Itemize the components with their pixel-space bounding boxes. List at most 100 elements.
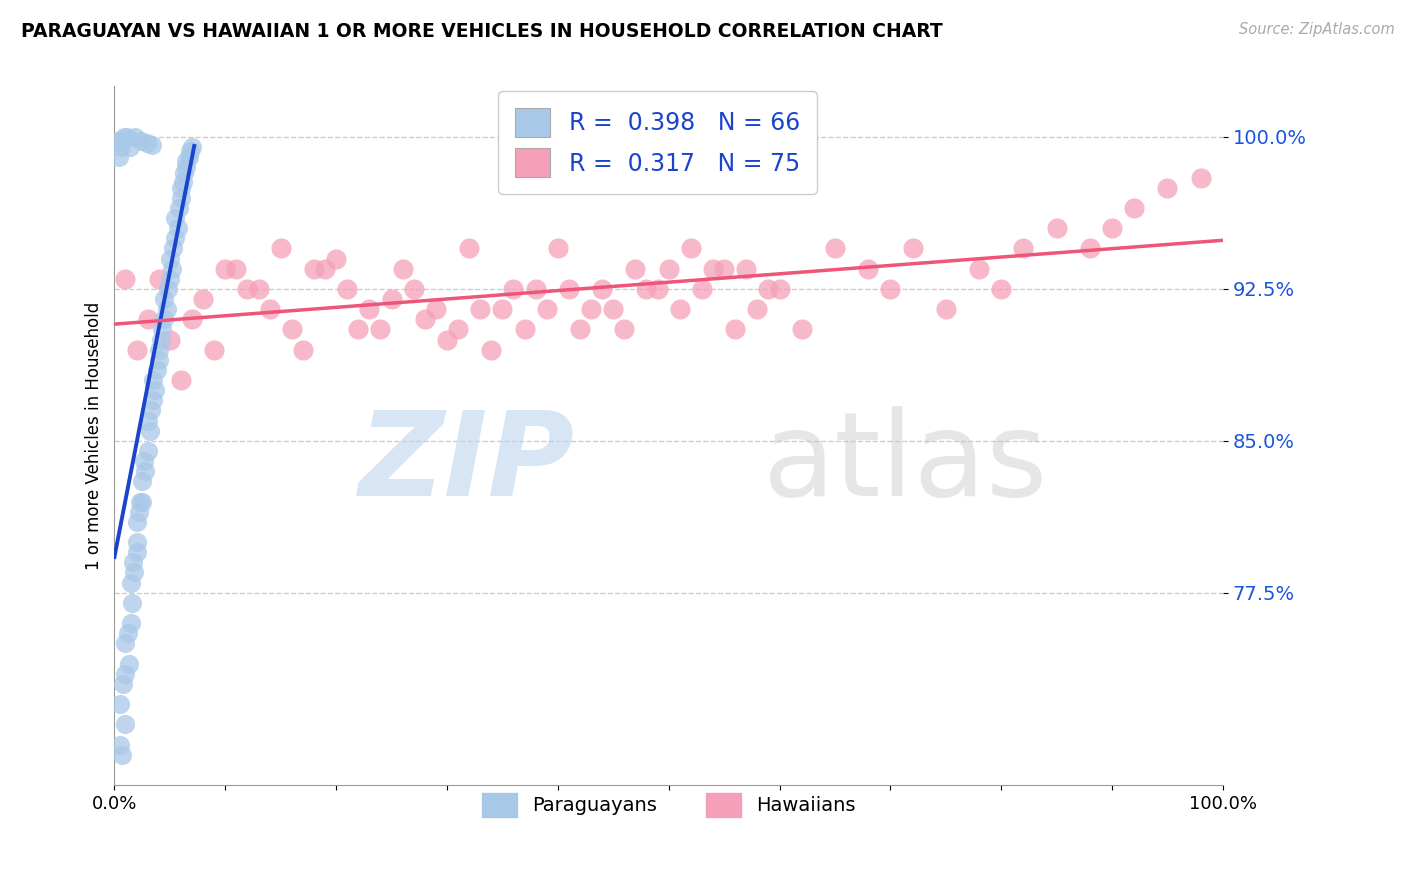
Point	[166, 221, 188, 235]
Point	[108, 738, 131, 752]
Point	[636, 282, 658, 296]
Text: PARAGUAYAN VS HAWAIIAN 1 OR MORE VEHICLES IN HOUSEHOLD CORRELATION CHART: PARAGUAYAN VS HAWAIIAN 1 OR MORE VEHICLE…	[21, 22, 943, 41]
Point	[247, 282, 270, 296]
Point	[1046, 221, 1069, 235]
Point	[758, 282, 780, 296]
Point	[790, 322, 813, 336]
Point	[491, 302, 513, 317]
Point	[170, 373, 193, 387]
Text: ZIP: ZIP	[359, 406, 575, 521]
Point	[236, 282, 259, 296]
Point	[176, 161, 198, 175]
Point	[128, 505, 150, 519]
Point	[118, 140, 141, 154]
Point	[536, 302, 558, 317]
Point	[145, 383, 167, 397]
Point	[145, 363, 167, 377]
Point	[134, 454, 156, 468]
Point	[1123, 201, 1146, 215]
Point	[547, 241, 569, 255]
Point	[690, 282, 713, 296]
Point	[125, 545, 148, 559]
Point	[148, 272, 170, 286]
Point	[159, 272, 181, 286]
Point	[160, 261, 183, 276]
Point	[110, 140, 132, 154]
Text: atlas: atlas	[763, 406, 1049, 521]
Point	[135, 136, 157, 150]
Point	[1189, 170, 1212, 185]
Point	[134, 464, 156, 478]
Point	[647, 282, 669, 296]
Point	[142, 373, 165, 387]
Point	[114, 272, 136, 286]
Point	[579, 302, 602, 317]
Point	[713, 261, 735, 276]
Point	[425, 302, 447, 317]
Point	[325, 252, 347, 266]
Point	[125, 535, 148, 549]
Point	[114, 666, 136, 681]
Point	[149, 333, 172, 347]
Point	[108, 697, 131, 711]
Point	[124, 566, 146, 580]
Point	[679, 241, 702, 255]
Point	[142, 393, 165, 408]
Point	[380, 292, 402, 306]
Point	[259, 302, 281, 317]
Point	[314, 261, 336, 276]
Point	[139, 424, 162, 438]
Point	[179, 144, 201, 158]
Point	[165, 211, 187, 225]
Point	[658, 261, 681, 276]
Point	[112, 677, 135, 691]
Point	[170, 180, 193, 194]
Point	[115, 130, 138, 145]
Point	[153, 312, 176, 326]
Point	[202, 343, 225, 357]
Point	[270, 241, 292, 255]
Point	[856, 261, 879, 276]
Point	[111, 747, 134, 762]
Point	[159, 252, 181, 266]
Point	[172, 175, 194, 189]
Point	[1101, 221, 1123, 235]
Point	[120, 575, 142, 590]
Point	[159, 333, 181, 347]
Point	[107, 134, 129, 148]
Point	[176, 154, 198, 169]
Point	[458, 241, 481, 255]
Point	[302, 261, 325, 276]
Point	[181, 312, 204, 326]
Point	[502, 282, 524, 296]
Point	[129, 134, 152, 148]
Point	[214, 261, 236, 276]
Point	[591, 282, 613, 296]
Point	[117, 626, 139, 640]
Point	[558, 282, 581, 296]
Point	[967, 261, 990, 276]
Point	[747, 302, 769, 317]
Point	[724, 322, 747, 336]
Point	[370, 322, 392, 336]
Point	[131, 494, 153, 508]
Point	[1078, 241, 1101, 255]
Point	[391, 261, 413, 276]
Point	[479, 343, 502, 357]
Point	[155, 302, 177, 317]
Point	[125, 515, 148, 529]
Point	[281, 322, 304, 336]
Point	[291, 343, 314, 357]
Point	[613, 322, 636, 336]
Point	[569, 322, 592, 336]
Point	[148, 352, 170, 367]
Point	[153, 292, 176, 306]
Point	[470, 302, 492, 317]
Point	[702, 261, 724, 276]
Point	[120, 616, 142, 631]
Point	[879, 282, 901, 296]
Point	[122, 555, 145, 569]
Point	[513, 322, 536, 336]
Point	[136, 413, 159, 427]
Point	[191, 292, 214, 306]
